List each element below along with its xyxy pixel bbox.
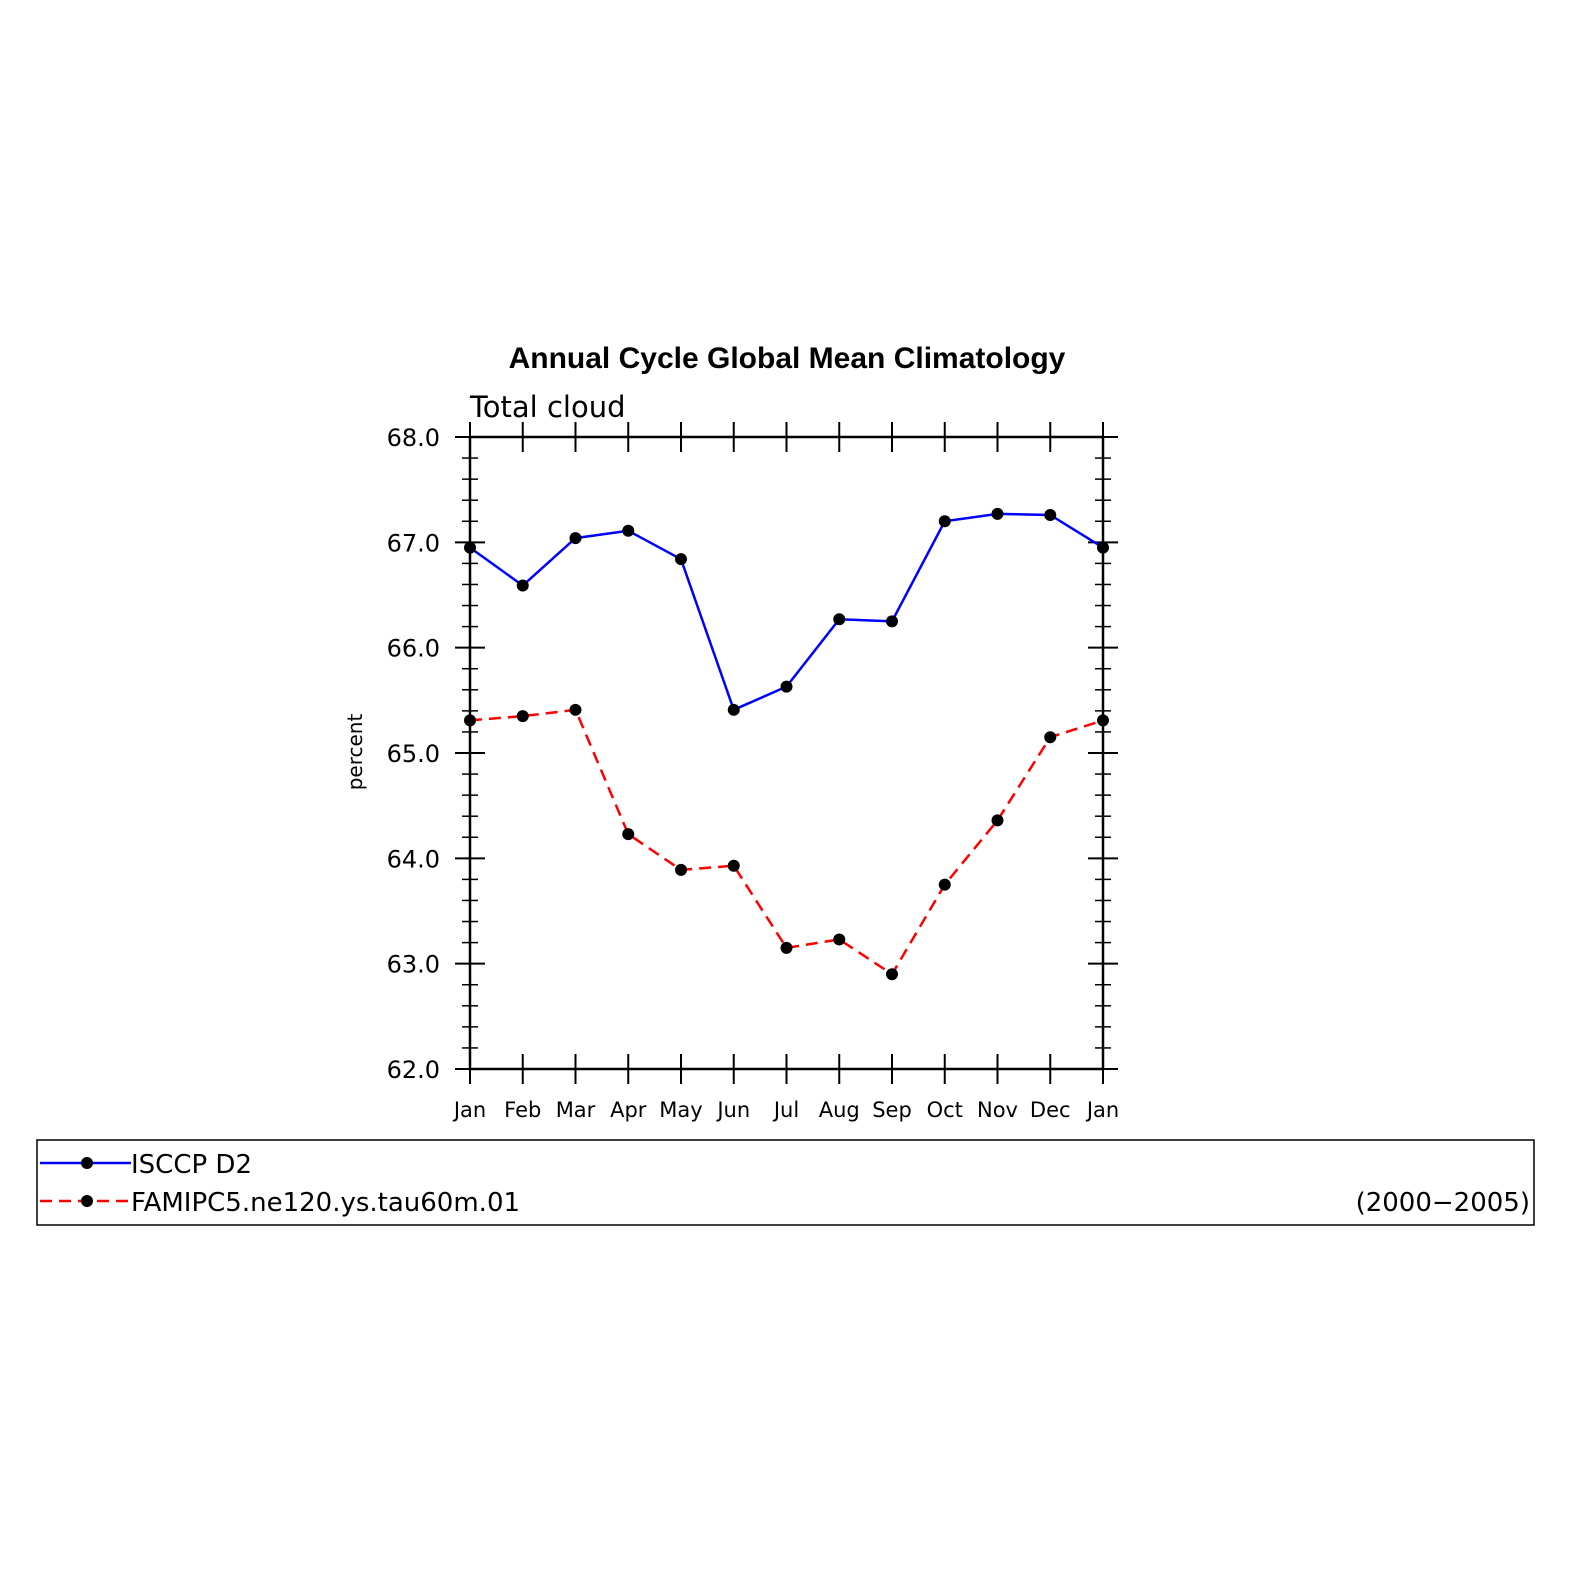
legend-label-2: FAMIPC5.ne120.ys.tau60m.01 (131, 1188, 520, 1218)
series-2-point (1044, 731, 1057, 744)
series-1-point (991, 507, 1004, 520)
series-line-1 (469, 512, 1104, 712)
legend-period-label: (2000−2005) (1356, 1188, 1530, 1218)
x-tick-label: Dec (1030, 1098, 1071, 1122)
legend-marker-2 (81, 1195, 93, 1207)
x-tick-label: Jul (772, 1098, 799, 1122)
series-2-point (833, 933, 846, 946)
x-tick-label: Mar (556, 1098, 596, 1122)
x-tick-label: Aug (819, 1098, 860, 1122)
series-2-point (622, 828, 635, 841)
y-tick-label: 67.0 (387, 529, 440, 557)
legend-label-1: ISCCP D2 (131, 1150, 252, 1180)
series-2-point (516, 710, 529, 723)
series-1-point (1097, 541, 1109, 554)
legend: (2000−2005) ISCCP D2 FAMIPC5.ne120.ys.tau… (36, 1139, 1535, 1226)
x-tick-label: May (659, 1098, 702, 1122)
series-line-2 (469, 708, 1104, 976)
x-tick-label: Sep (872, 1098, 912, 1122)
series-2-point (1097, 714, 1109, 727)
series-1-point (727, 703, 740, 716)
y-tick-label: 66.0 (387, 635, 440, 663)
series-2-point (675, 863, 687, 876)
series-2-point (780, 941, 793, 954)
series-1-point (569, 532, 582, 545)
series-1-point (780, 680, 793, 693)
y-tick-label: 65.0 (387, 740, 440, 768)
y-axis-label: percent (343, 714, 367, 791)
series-2-point (727, 859, 740, 872)
x-tick-label: Oct (927, 1098, 963, 1122)
series-1-point (516, 579, 529, 592)
chart-title: Annual Cycle Global Mean Climatology (509, 342, 1066, 375)
plot-frame (468, 435, 1105, 1071)
y-tick-label: 62.0 (387, 1056, 440, 1084)
legend-marker-1 (81, 1157, 93, 1169)
series-1-point (675, 553, 687, 566)
x-tick-label: Jan (1085, 1098, 1119, 1122)
series-1-point (833, 613, 846, 626)
x-tick-label: Apr (610, 1098, 647, 1122)
series-1-point (464, 541, 476, 554)
chart-subtitle: Total cloud (469, 390, 625, 424)
series-1-point (1044, 508, 1057, 521)
series-2-point (464, 714, 476, 727)
series-2-point (569, 703, 582, 716)
y-tick-label: 68.0 (387, 424, 440, 452)
series-layer (464, 507, 1109, 981)
x-tick-label: Nov (977, 1098, 1018, 1122)
series-1-point (886, 615, 898, 628)
x-tick-label: Jan (452, 1098, 486, 1122)
series-2-point (938, 878, 951, 891)
series-1-point (938, 515, 951, 528)
series-1-point (622, 524, 635, 537)
x-tick-label: Jun (715, 1098, 750, 1122)
y-tick-label: 64.0 (387, 845, 440, 873)
series-2-point (991, 814, 1004, 827)
y-tick-label: 63.0 (387, 951, 440, 979)
x-tick-label: Feb (504, 1098, 541, 1122)
plot-axes: Jan Feb Mar Apr May Jun Jul Aug Sep Oct Nov Dec Jan 6… (387, 422, 1119, 1122)
legend-box (36, 1139, 1535, 1226)
series-2-point (886, 968, 898, 981)
